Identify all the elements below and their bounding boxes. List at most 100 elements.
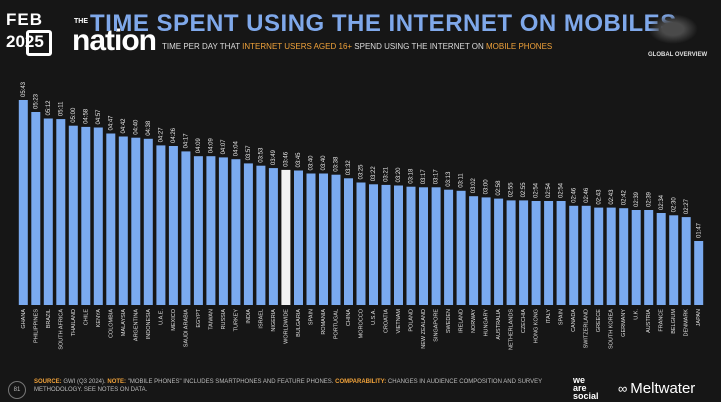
- value-label-28: 03:22: [371, 166, 377, 182]
- category-label-6: KENYA: [96, 309, 102, 328]
- category-label-24: ROMANIA: [321, 309, 327, 335]
- page-subtitle: TIME PER DAY THAT INTERNET USERS AGED 16…: [162, 42, 553, 51]
- bar-34: [444, 189, 454, 305]
- bar-10: [143, 138, 153, 305]
- bar-52: [669, 215, 679, 305]
- value-label-3: 05:11: [58, 101, 64, 116]
- category-label-11: U.A.E.: [158, 309, 164, 325]
- category-label-1: PHILIPPINES: [33, 309, 39, 343]
- bar-53: [681, 217, 691, 305]
- bar-47: [606, 207, 616, 305]
- value-label-24: 03:40: [321, 155, 327, 171]
- category-label-33: SINGAPORE: [434, 309, 440, 342]
- bar-14: [193, 156, 203, 305]
- category-label-19: ISRAEL: [258, 309, 264, 329]
- category-label-47: SOUTH KOREA: [609, 309, 615, 349]
- badge-year: 2025: [6, 32, 44, 51]
- the-nation-logo: THE nation: [72, 18, 157, 58]
- bar-42: [544, 201, 554, 305]
- bar-21: [281, 169, 291, 305]
- value-label-23: 03:40: [309, 155, 315, 171]
- bar-25: [331, 174, 341, 305]
- page-title: TIME SPENT USING THE INTERNET ON MOBILES: [90, 10, 677, 37]
- category-label-41: HONG KONG: [534, 309, 540, 343]
- bar-24: [319, 173, 328, 305]
- value-label-7: 04:47: [108, 115, 114, 131]
- value-label-42: 02:54: [546, 182, 552, 198]
- logo-text: nation: [72, 24, 157, 57]
- category-label-48: GERMANY: [621, 309, 627, 337]
- category-label-42: ITALY: [546, 309, 552, 324]
- value-label-2: 05:12: [46, 100, 52, 116]
- bar-9: [131, 137, 141, 305]
- bar-45: [581, 205, 591, 305]
- value-label-18: 03:57: [246, 145, 252, 161]
- bar-38: [494, 198, 504, 305]
- bar-11: [156, 145, 166, 305]
- category-label-16: RUSSIA: [221, 309, 227, 330]
- category-label-10: INDONESIA: [146, 309, 152, 340]
- value-label-51: 02:34: [659, 194, 665, 210]
- bar-30: [394, 185, 403, 305]
- category-label-52: BELGIUM: [671, 309, 677, 334]
- category-label-45: SWITZERLAND: [584, 309, 590, 348]
- bar-50: [644, 210, 654, 305]
- category-label-44: CANADA: [571, 309, 577, 332]
- category-label-49: U.K.: [634, 309, 640, 320]
- value-label-11: 04:27: [158, 127, 164, 143]
- value-label-22: 03:45: [296, 152, 302, 168]
- bar-31: [406, 186, 416, 305]
- category-label-50: AUSTRIA: [646, 309, 652, 333]
- value-label-8: 04:42: [121, 118, 127, 134]
- category-label-31: POLAND: [408, 309, 414, 332]
- value-label-15: 04:09: [208, 138, 214, 154]
- value-label-12: 04:26: [171, 127, 177, 143]
- value-label-4: 05:00: [71, 107, 77, 123]
- value-label-50: 02:39: [646, 191, 652, 207]
- bar-32: [419, 187, 428, 305]
- category-label-26: CHINA: [346, 309, 352, 326]
- category-label-37: HUNGARY: [484, 309, 490, 337]
- value-label-46: 02:43: [596, 189, 602, 205]
- bar-13: [181, 151, 191, 305]
- we-are-social-logo: we are social: [573, 375, 599, 401]
- bar-17: [231, 159, 241, 305]
- value-label-48: 02:42: [621, 190, 627, 206]
- category-label-12: MEXICO: [171, 308, 177, 330]
- category-label-14: EGYPT: [196, 308, 202, 327]
- category-label-7: COLOMBIA: [108, 309, 114, 338]
- value-label-33: 03:17: [434, 169, 440, 185]
- value-label-37: 03:00: [484, 179, 490, 195]
- category-label-27: MOROCCO: [358, 308, 364, 338]
- category-label-8: MALAYSIA: [121, 309, 127, 336]
- bar-37: [481, 197, 491, 305]
- category-label-23: SPAIN: [308, 309, 314, 325]
- value-label-9: 04:40: [133, 119, 139, 135]
- value-label-1: 05:23: [33, 93, 39, 109]
- bar-29: [381, 184, 391, 305]
- bar-36: [469, 196, 479, 305]
- bar-48: [619, 208, 629, 305]
- value-label-5: 04:58: [83, 108, 89, 124]
- bar-3: [56, 119, 66, 305]
- bar-8: [118, 136, 128, 305]
- value-label-39: 02:55: [509, 182, 515, 198]
- category-label-54: JAPAN: [696, 309, 702, 326]
- value-label-32: 03:17: [421, 169, 427, 185]
- value-label-43: 02:54: [559, 182, 565, 198]
- world-map-icon: [648, 14, 698, 44]
- bar-41: [531, 201, 541, 305]
- value-label-31: 03:18: [409, 168, 415, 184]
- global-overview-badge: GLOBAL OVERVIEW: [634, 14, 714, 62]
- value-label-17: 04:04: [233, 141, 239, 157]
- value-label-38: 02:58: [496, 180, 502, 196]
- bar-22: [294, 170, 303, 305]
- bar-12: [168, 146, 178, 305]
- bar-46: [594, 207, 604, 305]
- page-number: 81: [8, 381, 26, 399]
- value-label-35: 03:11: [459, 173, 465, 188]
- logo-icon: [26, 30, 52, 56]
- bar-1: [31, 112, 41, 305]
- category-label-39: NETHERLANDS: [509, 309, 515, 350]
